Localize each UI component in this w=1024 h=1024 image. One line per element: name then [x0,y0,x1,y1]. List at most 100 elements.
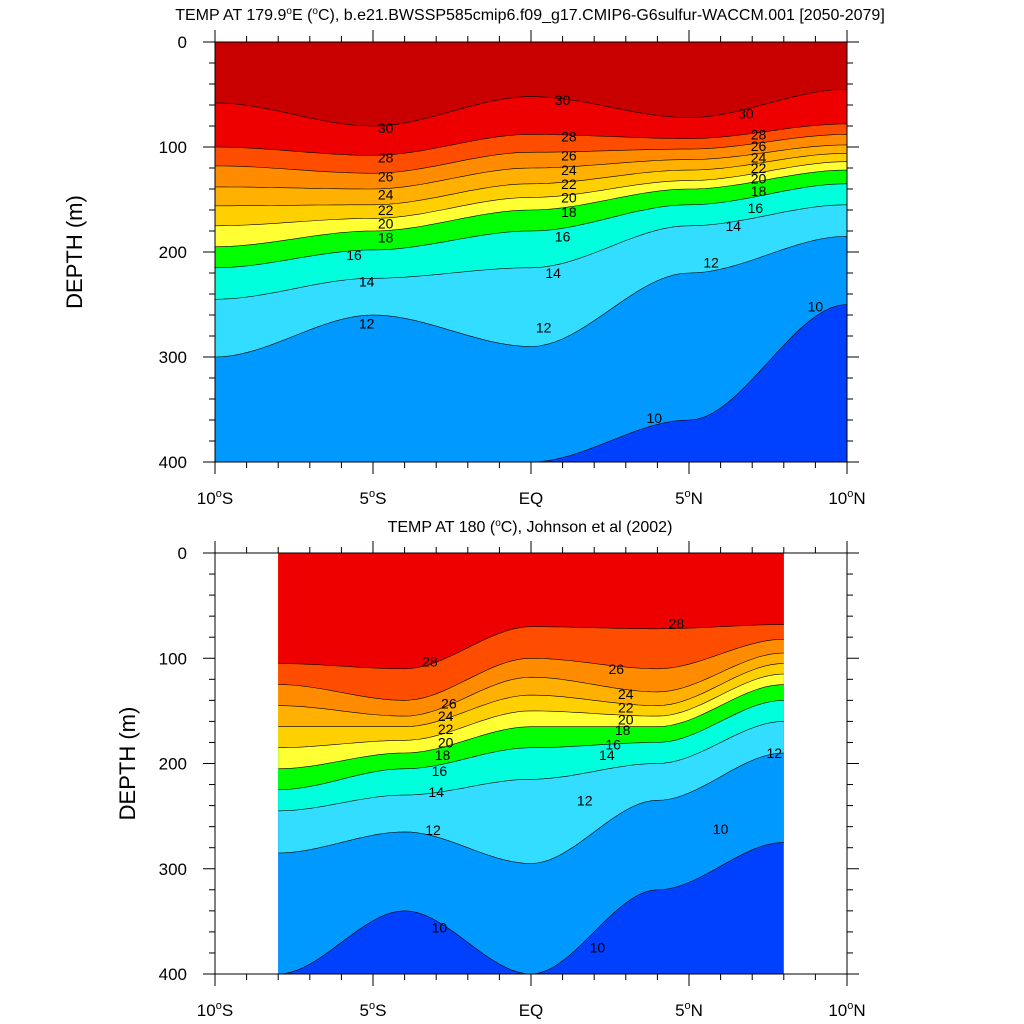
contour-label: 30 [555,92,571,108]
isotherm-12 [215,236,847,358]
isotherm-22 [215,153,847,207]
degree-symbol: o [369,1000,375,1012]
contour-label: 10 [646,410,662,426]
y-tick-label: 400 [159,965,187,984]
contour-label: 26 [609,661,625,677]
degree-symbol: o [847,1000,853,1012]
degree-symbol: o [685,1000,691,1012]
isotherm-22 [278,663,784,727]
contour-label: 12 [536,320,552,336]
contour-label: 22 [378,202,394,218]
contour-label: 12 [359,315,375,331]
contour-label: 12 [577,792,593,808]
x-tick-label: 10oS [197,1000,233,1020]
isotherm-16 [215,183,847,269]
isotherm-10 [278,842,784,974]
contour-label: 20 [438,734,454,750]
contour-label: 30 [738,105,754,121]
contour-bands [215,42,847,462]
isotherm-12 [278,752,784,864]
isotherm-20 [278,673,784,748]
x-tick-label: 10oN [828,1000,865,1020]
degree-symbol: o [216,1000,222,1012]
x-tick-label: EQ [519,489,544,508]
isotherm-28 [215,123,847,156]
contour-label: 10 [713,821,729,837]
contour-label: 22 [618,700,634,716]
isotherm-24 [278,652,784,717]
y-tick-label: 0 [178,33,187,52]
contour-label: 24 [438,708,454,724]
contour-label: 20 [561,189,577,205]
isotherm-10 [215,304,847,462]
contour-label: 14 [359,273,375,289]
contour-label: 20 [378,216,394,232]
isotherm-24 [215,144,847,190]
isotherm-26 [278,639,784,701]
contour-label: 16 [748,200,764,216]
chart-title: TEMP AT 179.9oE (oC), b.e21.BWSSP585cmip… [175,6,885,24]
band-30 [215,42,847,126]
contour-label: 26 [751,138,767,154]
band-28 [278,553,784,669]
x-tick-label: 10oS [197,488,233,508]
contour-label: 12 [703,255,719,271]
x-tick-label: 5oS [360,488,387,508]
degree-symbol: o [685,488,691,500]
degree-symbol: o [369,488,375,500]
contour-label: 26 [441,696,457,712]
contour-label: 18 [378,229,394,245]
contour-label: 24 [561,162,577,178]
isotherm-26 [215,134,847,174]
degree-symbol: o [847,488,853,500]
y-tick-label: 200 [159,755,187,774]
isotherm-30 [215,89,847,127]
contour-label: 20 [751,171,767,187]
contour-label: 16 [432,763,448,779]
isotherm-14 [278,721,784,812]
contour-label: 28 [751,126,767,142]
contour-label: 28 [422,653,438,669]
contour-label: 18 [435,747,451,763]
isotherm-14 [215,204,847,300]
contour-label: 22 [438,721,454,737]
contour-label: 18 [561,204,577,220]
x-tick-label: EQ [519,1001,544,1020]
contour-label: 12 [767,745,783,761]
contour-label: 18 [615,722,631,738]
contour-label: 30 [378,120,394,136]
contour-label: 28 [561,129,577,145]
contour-label: 22 [561,176,577,192]
isotherm-18 [278,684,784,770]
x-tick-label: 10oN [828,488,865,508]
isotherm-28 [278,624,784,670]
x-tick-label: 5oS [360,1000,387,1020]
contour-label: 26 [378,168,394,184]
contour-label: 14 [545,265,561,281]
contour-lines [278,624,784,974]
contour-lines [215,89,847,462]
contour-label: 14 [599,747,615,763]
contour-label: 12 [425,822,441,838]
x-tick-label: 5oN [675,488,703,508]
y-axis-label: DEPTH (m) [115,707,140,821]
y-tick-label: 100 [159,138,187,157]
contour-label: 18 [751,183,767,199]
isotherm-20 [215,161,847,227]
contour-label: 26 [561,147,577,163]
contour-label: 10 [808,299,824,315]
contour-label: 24 [618,686,634,702]
contour-label: 16 [555,228,571,244]
contour-label: 14 [428,784,444,800]
contour-label: 20 [618,711,634,727]
contour-label: 28 [669,616,685,632]
y-tick-label: 200 [159,243,187,262]
contour-label: 22 [751,160,767,176]
y-axis-label: DEPTH (m) [62,195,87,309]
chart-title: TEMP AT 180 (oC), Johnson et al (2002) [388,518,673,536]
x-tick-label: 5oN [675,1000,703,1020]
contour-label: 24 [751,150,767,166]
contour-label: 16 [346,247,362,263]
